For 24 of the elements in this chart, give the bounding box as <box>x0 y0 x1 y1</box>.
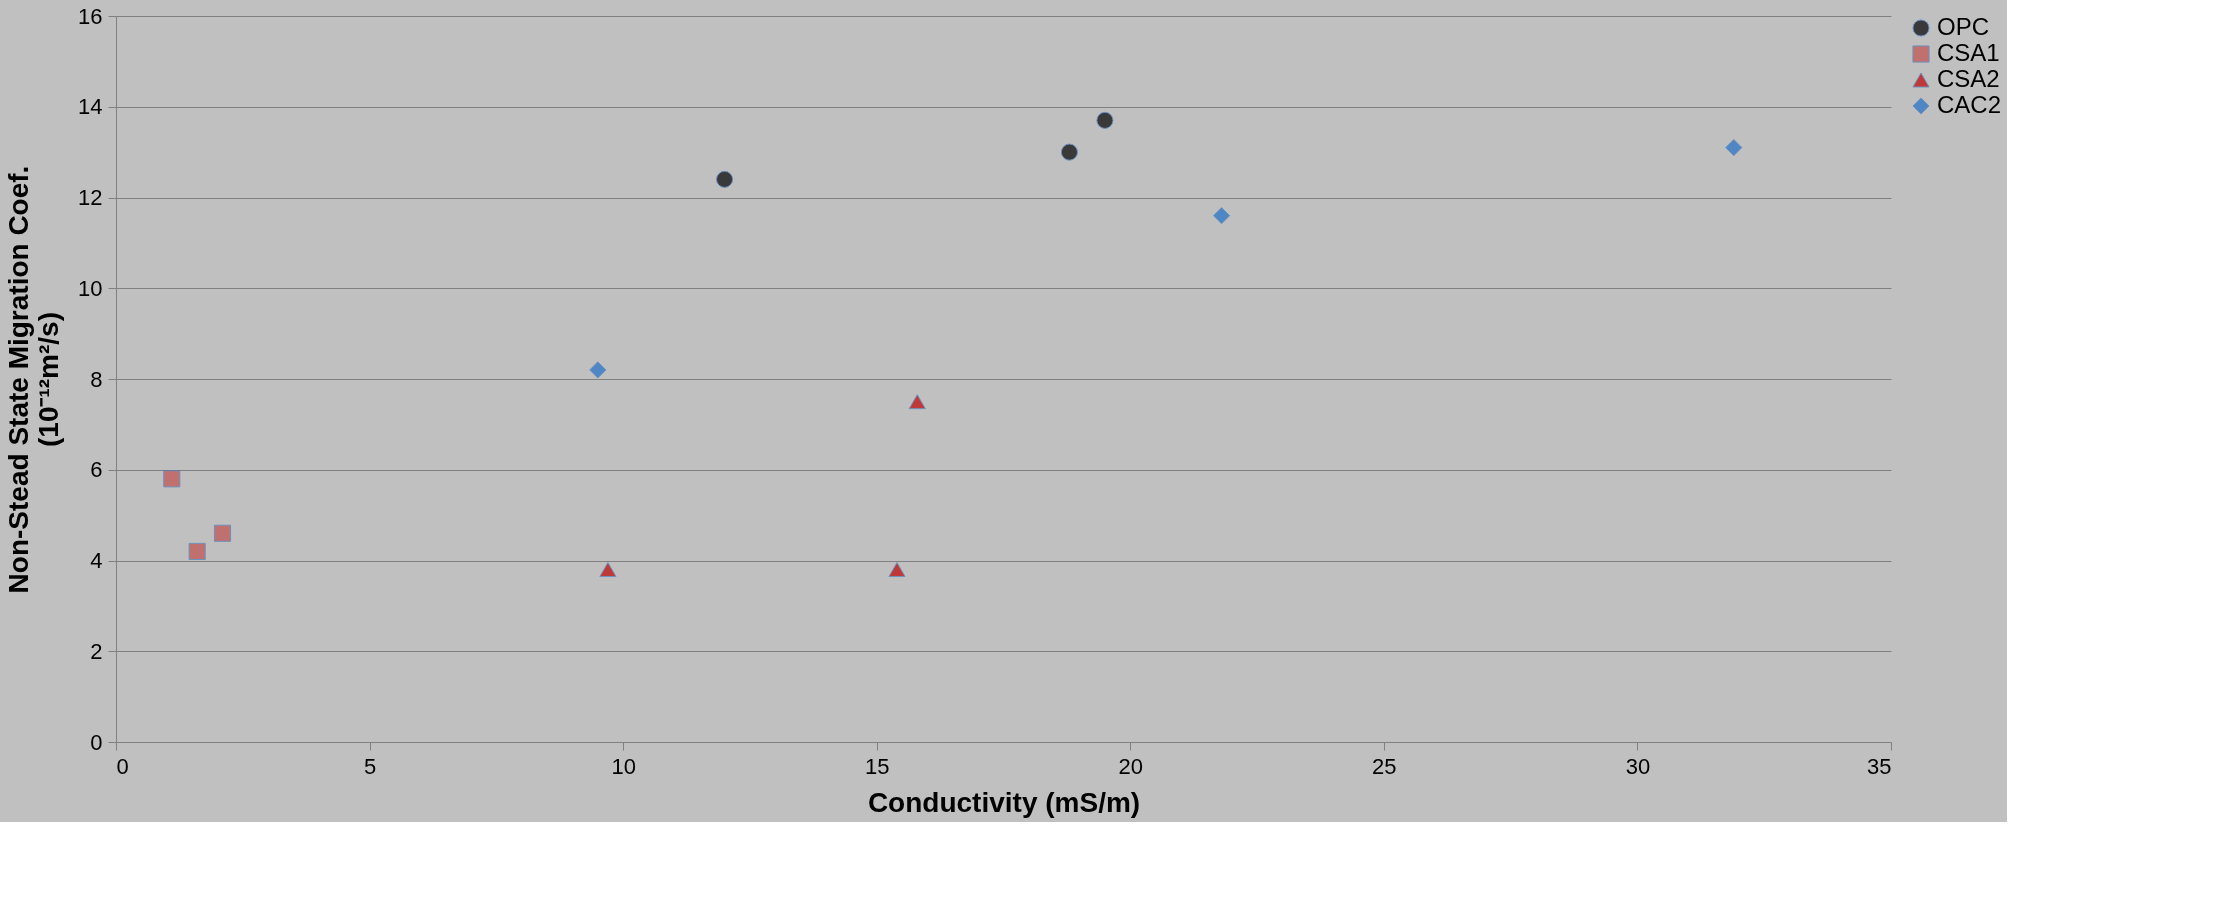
legend-label: CAC2 <box>1937 91 2002 118</box>
x-tick-label: 5 <box>363 753 377 779</box>
x-tick-label: 25 <box>1372 753 1397 779</box>
y-tick-label: 10 <box>78 275 103 301</box>
y-tick-label: 14 <box>78 94 103 120</box>
y-tick-label: 8 <box>90 366 103 392</box>
text: (10⁻¹²m²/s) <box>33 311 65 448</box>
text: Non-Stead State Migration Coef. <box>3 165 35 594</box>
x-tick-label: 35 <box>1867 753 1892 779</box>
legend-label: OPC <box>1937 13 1990 40</box>
legend-label: CSA2 <box>1937 65 2000 92</box>
x-tick-label: 10 <box>611 753 636 779</box>
y-tick-label: 12 <box>78 185 103 210</box>
x-tick-label: 20 <box>1118 753 1144 779</box>
y-tick-label: 16 <box>78 3 103 29</box>
y-tick-label: 4 <box>90 548 103 573</box>
y-tick-label: 0 <box>90 729 103 755</box>
y-tick-label: 2 <box>90 638 103 664</box>
x-tick-label: 30 <box>1625 753 1651 779</box>
y-tick-label: 6 <box>90 457 103 483</box>
legend-label: CSA1 <box>1937 39 2000 66</box>
x-tick-label: 15 <box>864 753 890 779</box>
x-axis-title: Conductivity (mS/m) <box>867 786 1141 818</box>
x-tick-label: 0 <box>116 753 129 779</box>
